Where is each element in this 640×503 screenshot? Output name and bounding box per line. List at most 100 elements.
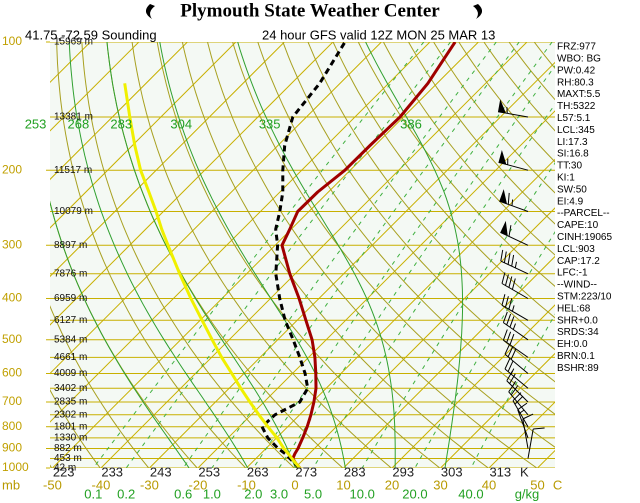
dry-adiabat [156,42,441,468]
mixing-ratio-line [182,42,497,468]
index-label: CAP:17.2 [557,256,600,267]
index-label: --WIND-- [557,280,597,291]
dry-adiabat [408,42,555,225]
isotherm [440,352,555,468]
moist-adiabat [50,200,190,468]
index-label: LCL:345 [557,125,595,136]
height-label: 42 m [54,463,76,474]
index-label: LI:17.3 [557,137,588,148]
isotherm [50,42,140,132]
dry-adiabat [257,42,555,415]
wind-barb [506,370,529,403]
kelvin-tick-label: 263 [247,464,269,479]
x-unit: C [553,477,562,492]
index-label: CAPE:10 [557,220,599,231]
kelvin-tick-label: 253 [198,464,220,479]
height-label: 15969 m [54,37,93,48]
mixing-ratio-line [125,42,451,468]
mixing-ratio-label: 20.0 [402,486,427,501]
kelvin-tick-label: 283 [344,464,366,479]
wind-barb [504,358,529,389]
wind-barb [522,413,534,449]
wind-barb [502,311,529,341]
moist-adiabat [68,42,249,468]
title-icon [473,4,483,19]
x-tick-label: -30 [140,477,159,492]
x-tick-label: 50 [530,477,544,492]
x-tick-label: -40 [92,477,111,492]
mixing-ratio-line [278,65,555,468]
wind-barb [527,427,545,459]
x-tick-label: -10 [237,477,256,492]
x-tick-label: -20 [189,477,208,492]
mixing-ratio-line [211,42,520,468]
mixing-ratio-line [92,42,425,468]
mixing-ratio-line [414,231,555,468]
height-label: 4661 m [54,352,87,363]
index-label: TT:30 [557,161,582,172]
index-label: BSHR:89 [557,363,599,374]
dry-adiabat [332,42,555,319]
index-label: FRZ:977 [557,42,596,53]
wind-barb [498,150,529,171]
mixing-ratio-unit: g/kg [515,486,540,501]
mixing-ratio-label: 0.6 [174,486,192,501]
dry-adiabat [81,42,295,468]
label-layer: 15969 m 13381 m 11517 m 10079 m 8897 m 7876 m… [2,34,612,501]
height-label: 10079 m [54,206,93,217]
isotherm [50,42,237,229]
wind-barb [508,382,529,416]
index-label: CINH:19065 [557,232,612,243]
y-tick-label: 400 [2,291,22,305]
index-label: KI:1 [557,173,575,184]
kelvin-tick-label: 273 [295,464,317,479]
index-label: L57:5.1 [557,113,591,124]
moist-adiabat [237,42,396,468]
dry-adiabat [307,42,555,351]
wind-barb [500,220,529,246]
height-label: 5384 m [54,334,87,345]
dry-adiabat [458,42,555,163]
mixing-ratio-label: 10.0 [350,486,375,501]
height-label: 3402 m [54,383,87,394]
profile-layer [123,42,457,468]
x-tick-label: 10 [336,477,350,492]
isotherm [50,42,382,375]
height-label: 2835 m [54,397,87,408]
mixing-ratio-label: 1.0 [203,486,221,501]
mixing-ratio-label: 0.1 [84,486,102,501]
kelvin-tick-label: 293 [392,464,414,479]
dry-adiabat [232,42,555,448]
wind-barb [501,272,529,299]
dry-adiabat [382,42,555,256]
y-tick-label: 300 [2,237,22,251]
index-label: WBO: BG [557,54,601,65]
index-label: BRN:0.1 [557,351,595,362]
mixing-ratio-label: 0.2 [117,486,135,501]
subtitle: 24 hour GFS valid 12Z MON 25 MAR 13 [262,27,495,42]
isotherm [294,207,555,468]
grid-layer [50,42,555,468]
kelvin-tick-label: 243 [150,464,172,479]
height-label: 6127 m [54,315,87,326]
dry-adiabat [433,42,555,194]
mixing-ratio-line [361,162,555,468]
theta-e-label: 253 [25,116,47,131]
x-tick-label: 0 [291,477,298,492]
isotherm [391,304,555,468]
wind-barb [502,329,529,358]
dry-adiabat [483,42,555,132]
y-tick-label: 900 [2,441,22,455]
index-label: MAXT:5.5 [557,89,601,100]
theta-e-label: 335 [259,116,281,131]
kelvin-unit: K [520,464,529,479]
index-label: SI:16.8 [557,149,589,160]
index-label: LFC:-1 [557,268,588,279]
y-tick-label: 100 [2,34,22,48]
mixing-ratio-label: 40.0 [458,486,483,501]
mixing-ratio-line [252,42,553,468]
index-label: --PARCEL-- [557,208,610,219]
y-unit: mb [2,477,20,492]
index-label: TH:5322 [557,101,596,112]
